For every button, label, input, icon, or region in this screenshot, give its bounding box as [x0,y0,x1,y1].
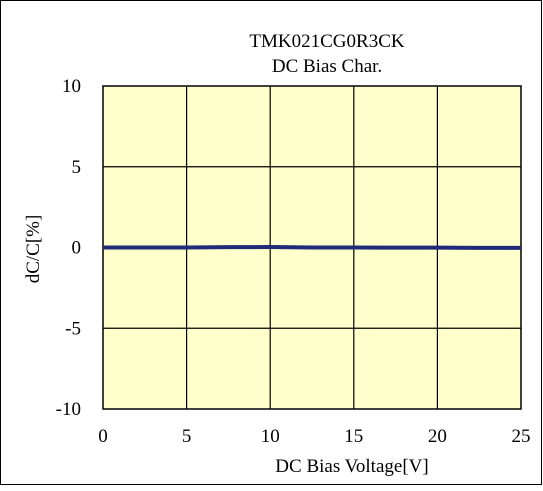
x-tick-label-5: 25 [512,426,531,447]
x-axis-label: DC Bias Voltage[V] [275,456,428,477]
plot-area: 0 5 10 15 20 25 10 5 0 -5 -10 [56,76,531,447]
x-tick-label-4: 20 [428,426,447,447]
x-tick-label-1: 5 [182,426,192,447]
chart-subtitle: DC Bias Char. [272,56,382,77]
y-tick-label-1: 5 [72,157,82,178]
y-tick-label-3: -5 [65,318,81,339]
y-axis-label: dC/C[%] [23,215,44,284]
x-tick-label-0: 0 [98,426,108,447]
y-tick-label-2: 0 [72,238,82,259]
y-tick-label-4: -10 [56,399,81,420]
y-tick-label-0: 10 [62,76,81,97]
chart-title: TMK021CG0R3CK [249,31,404,52]
x-tick-label-3: 15 [344,426,363,447]
x-tick-label-2: 10 [261,426,280,447]
series-line-0 [103,245,521,250]
